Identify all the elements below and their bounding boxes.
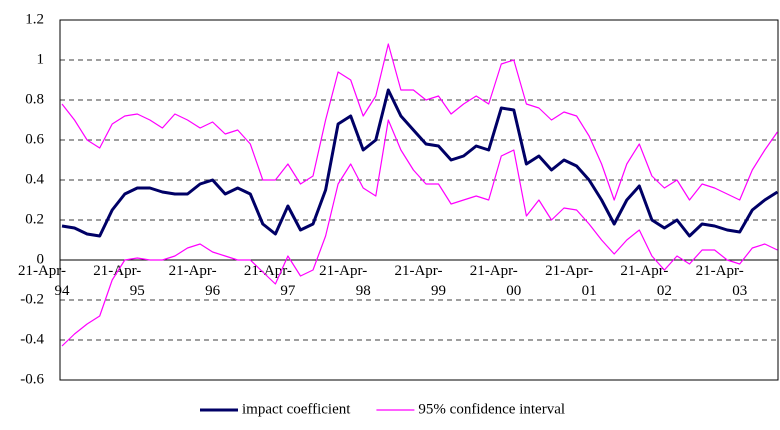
y-tick-label: -0.4 — [20, 331, 44, 347]
x-tick-label: 21-Apr-97 — [244, 263, 296, 299]
x-tick-label: 21-Apr-99 — [394, 263, 446, 299]
y-tick-label: -0.6 — [20, 371, 44, 387]
x-tick-label: 21-Apr-98 — [319, 263, 371, 299]
y-tick-label: 1 — [37, 51, 45, 67]
x-tick-label: 21-Apr-96 — [169, 263, 221, 299]
y-tick-label: 0.2 — [25, 211, 44, 227]
y-tick-label: -0.2 — [20, 291, 44, 307]
y-tick-label: 0.6 — [25, 131, 44, 147]
x-tick-label: 21-Apr-02 — [620, 263, 672, 299]
plot-frame — [59, 19, 779, 381]
x-tick-label: 21-Apr-00 — [470, 263, 522, 299]
ci-upper-line — [61, 43, 778, 201]
x-tick-label: 21-Apr-01 — [545, 263, 597, 299]
x-tick-label: 21-Apr-03 — [696, 263, 748, 299]
x-tick-label: 21-Apr-94 — [18, 263, 70, 299]
y-tick-label: 0.4 — [25, 171, 44, 187]
legend-label: impact coefficient — [242, 401, 351, 417]
legend-label: 95% confidence interval — [418, 401, 565, 417]
series-line — [61, 88, 779, 238]
y-tick-label: 1.2 — [25, 11, 44, 27]
legend: impact coefficient 95% confidence interva… — [200, 401, 565, 417]
ci-lower-line — [61, 119, 778, 347]
y-tick-label: 0.8 — [25, 91, 44, 107]
y-tick-label: 0 — [37, 251, 45, 267]
